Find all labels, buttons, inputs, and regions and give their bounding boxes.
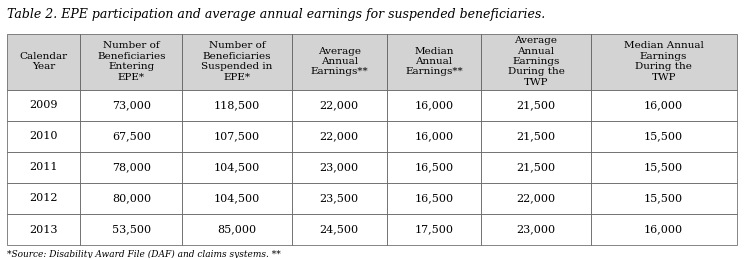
Text: 16,500: 16,500 [414, 194, 454, 203]
Text: Median
Annual
Earnings**: Median Annual Earnings** [405, 47, 463, 76]
Text: 78,000: 78,000 [112, 162, 151, 172]
Text: 15,500: 15,500 [644, 194, 683, 203]
Text: Median Annual
Earnings
During the
TWP: Median Annual Earnings During the TWP [623, 42, 704, 82]
Text: 22,000: 22,000 [320, 131, 359, 141]
Text: 85,000: 85,000 [217, 224, 257, 235]
Text: 118,500: 118,500 [214, 100, 260, 110]
Text: 23,500: 23,500 [320, 194, 359, 203]
Text: 107,500: 107,500 [214, 131, 260, 141]
Text: 80,000: 80,000 [112, 194, 151, 203]
Text: 16,000: 16,000 [644, 100, 683, 110]
Text: Average
Annual
Earnings
During the
TWP: Average Annual Earnings During the TWP [507, 36, 565, 87]
Text: 22,000: 22,000 [516, 194, 556, 203]
Text: 23,000: 23,000 [320, 162, 359, 172]
Text: 2012: 2012 [30, 194, 58, 203]
Text: 22,000: 22,000 [320, 100, 359, 110]
Text: 21,500: 21,500 [516, 131, 556, 141]
Text: 104,500: 104,500 [214, 194, 260, 203]
Text: Average
Annual
Earnings**: Average Annual Earnings** [310, 47, 368, 76]
Text: 17,500: 17,500 [414, 224, 454, 235]
Text: 15,500: 15,500 [644, 131, 683, 141]
Text: 21,500: 21,500 [516, 100, 556, 110]
Text: Number of
Beneficiaries
Entering
EPE*: Number of Beneficiaries Entering EPE* [97, 42, 166, 82]
Text: Table 2. EPE participation and average annual earnings for suspended beneficiari: Table 2. EPE participation and average a… [7, 8, 545, 21]
Text: 53,500: 53,500 [112, 224, 151, 235]
Text: 2011: 2011 [30, 162, 58, 172]
Text: Number of
Beneficiaries
Suspended in
EPE*: Number of Beneficiaries Suspended in EPE… [202, 42, 273, 82]
Text: 2010: 2010 [30, 131, 58, 141]
Text: *Source: Disability Award File (DAF) and claims systems. **: *Source: Disability Award File (DAF) and… [7, 250, 281, 258]
Text: 67,500: 67,500 [112, 131, 151, 141]
Text: 16,500: 16,500 [414, 162, 454, 172]
Text: 104,500: 104,500 [214, 162, 260, 172]
Text: 16,000: 16,000 [644, 224, 683, 235]
Text: 15,500: 15,500 [644, 162, 683, 172]
Text: 2013: 2013 [30, 224, 58, 235]
Text: 24,500: 24,500 [320, 224, 359, 235]
Text: 2009: 2009 [30, 100, 58, 110]
Text: 23,000: 23,000 [516, 224, 556, 235]
Text: Calendar
Year: Calendar Year [20, 52, 68, 71]
Text: 16,000: 16,000 [414, 131, 454, 141]
Text: 73,000: 73,000 [112, 100, 151, 110]
Text: 21,500: 21,500 [516, 162, 556, 172]
Text: 16,000: 16,000 [414, 100, 454, 110]
